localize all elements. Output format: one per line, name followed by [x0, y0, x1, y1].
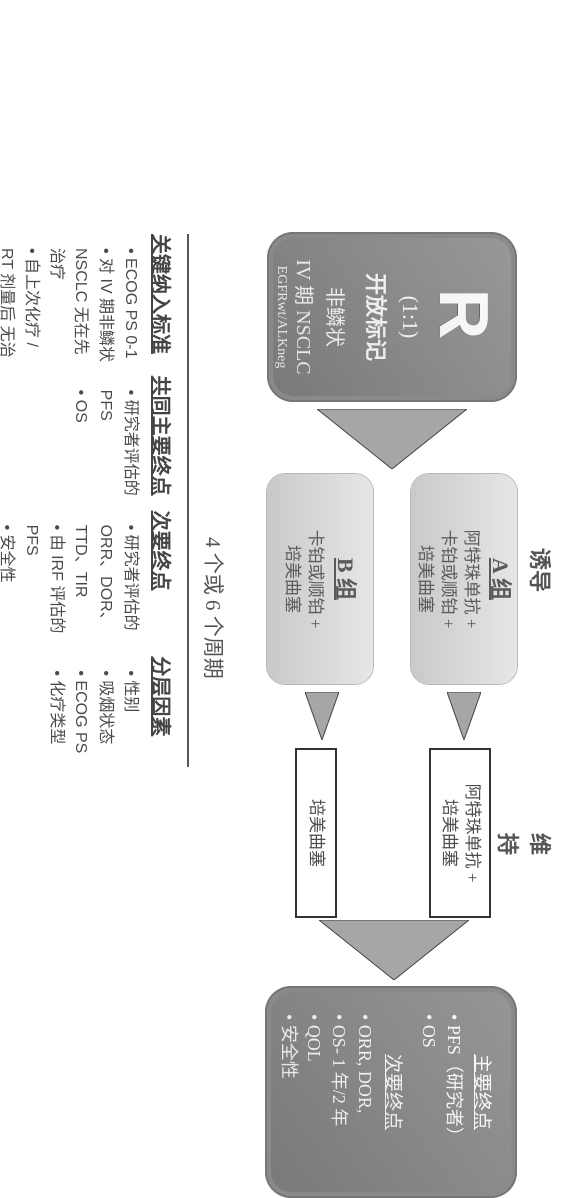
ep-primary-2: OS [416, 1014, 441, 1184]
randomize-stage: IV 期 NSCLC [291, 232, 320, 402]
col-strat: 分层因素 性别 吸烟状态 ECOG PS 化疗类型 [0, 656, 181, 767]
col-inclusion: 关键纳入标准 ECOG PS 0-1 对 IV 期非鳞状 NSCLC 无在先治疗… [0, 234, 181, 376]
col4-i2: 吸烟状态 [92, 670, 117, 757]
header-induction: 诱导 [525, 548, 557, 592]
section-divider [187, 234, 189, 767]
bottom-columns: 关键纳入标准 ECOG PS 0-1 对 IV 期非鳞状 NSCLC 无在先治疗… [21, 234, 181, 767]
arm-b-line2: 培美曲塞 [280, 545, 303, 613]
ep-sec-1: ORR, DOR, [351, 1014, 376, 1184]
col-coprimary: 共同主要终点 研究者评估的 PFS OS [0, 375, 181, 510]
randomize-letter: R [429, 232, 499, 402]
arm-b-title: B 组 [330, 557, 360, 599]
col4-list: 性别 吸烟状态 ECOG PS 化疗类型 [43, 656, 142, 757]
maint-a-line2: 培美曲塞 [437, 752, 460, 914]
col1-i1: ECOG PS 0-1 [117, 248, 142, 366]
col-secondary: 次要终点 研究者评估的 ORR、DOR、TTD、TIR 由 IRF 评估的 PF… [0, 510, 181, 656]
endpoints-secondary-title: 次要终点 [381, 1000, 408, 1184]
header-maintenance: 维持 [493, 833, 557, 855]
endpoints-secondary-list: ORR, DOR, OS- 1 年/2 年 QOL 安全性 [276, 1000, 377, 1184]
arm-b-induction-box: B 组 卡铂或顺铂 + 培美曲塞 [267, 474, 373, 684]
col1-list: ECOG PS 0-1 对 IV 期非鳞状 NSCLC 无在先治疗 自上次化疗 … [0, 234, 142, 366]
phase-headers: 诱导 维持 [517, 218, 557, 783]
flow-row: R (1:1) 开放标记 非鳞状 IV 期 NSCLC EGFRwt/ALKne… [217, 232, 517, 769]
arm-a-line2: 卡铂或顺铂 + [436, 529, 459, 628]
ep-primary-1: PFS（研究者） [441, 1014, 466, 1184]
cycles-caption: 4 个或 6 个周期 [199, 537, 229, 679]
col4-i3: ECOG PS [68, 670, 93, 757]
col2-i2: OS [68, 389, 93, 500]
ep-sec-4: 安全性 [276, 1014, 301, 1184]
col2-title: 共同主要终点 [148, 375, 177, 500]
arrow-a-to-maint [447, 692, 481, 740]
randomization-card: R (1:1) 开放标记 非鳞状 IV 期 NSCLC EGFRwt/ALKne… [267, 232, 517, 402]
col2-i1: 研究者评估的 PFS [92, 389, 142, 500]
arm-b-maintenance-box: 培美曲塞 [295, 748, 337, 918]
col4-i1: 性别 [117, 670, 142, 757]
arrow-b-to-maint [305, 692, 339, 740]
col4-title: 分层因素 [148, 656, 177, 757]
endpoints-primary-list: PFS（研究者） OS [416, 1000, 466, 1184]
endpoints-card: 主要终点 PFS（研究者） OS 次要终点 ORR, DOR, OS- 1 年/… [265, 986, 517, 1198]
col1-i2: 对 IV 期非鳞状 NSCLC 无在先治疗 [43, 248, 117, 366]
maint-a-line1: 阿特珠单抗 + [460, 752, 483, 914]
col3-i3: 安全性 [0, 524, 18, 646]
randomize-mut: EGFRwt/ALKneg [273, 232, 289, 402]
arm-a-title: A 组 [486, 557, 516, 599]
col2-list: 研究者评估的 PFS OS [68, 375, 142, 500]
arm-b-line1: 卡铂或顺铂 + [303, 529, 326, 628]
randomize-hist: 非鳞状 [322, 232, 351, 402]
col3-list: 研究者评估的 ORR、DOR、TTD、TIR 由 IRF 评估的 PFS 安全性 [0, 510, 142, 646]
arm-a-induction-box: A 组 阿特珠单抗 + 卡铂或顺铂 + 培美曲塞 [411, 474, 517, 684]
arm-a-line1: 阿特珠单抗 + [459, 529, 482, 628]
arrow-r-to-arms [315, 408, 469, 470]
col3-i1: 研究者评估的 ORR、DOR、TTD、TIR [68, 524, 142, 646]
ep-sec-2: OS- 1 年/2 年 [326, 1014, 351, 1184]
endpoints-primary-title: 主要终点 [470, 1000, 497, 1184]
col3-i2: 由 IRF 评估的 PFS [18, 524, 68, 646]
col4-i4: 化疗类型 [43, 670, 68, 757]
randomize-label: 开放标记 [361, 232, 393, 402]
arrow-maint-to-endpoints [315, 920, 469, 980]
study-design-diagram: 诱导 维持 R (1:1) 开放标记 非鳞状 IV 期 NSCLC EGFRwt… [0, 218, 565, 783]
arm-a-maintenance-box: 阿特珠单抗 + 培美曲塞 [429, 748, 491, 918]
randomize-ratio: (1:1) [397, 232, 423, 402]
arm-a-line3: 培美曲塞 [413, 545, 436, 613]
col1-i3: 自上次化疗 / RT 剂量后 无治疗间隔达 6 个月以上 [0, 248, 43, 366]
col3-title: 次要终点 [148, 510, 177, 646]
maint-b-line1: 培美曲塞 [305, 799, 328, 867]
col1-title: 关键纳入标准 [148, 234, 177, 366]
ep-sec-3: QOL [301, 1014, 326, 1184]
